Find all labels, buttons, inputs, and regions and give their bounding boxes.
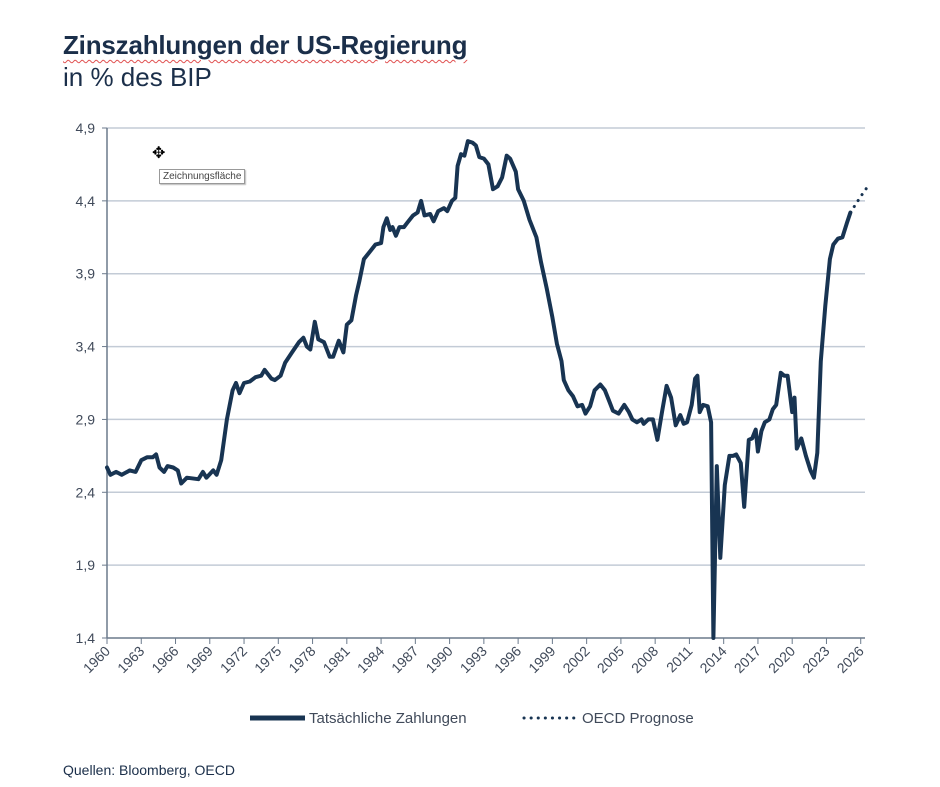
tooltip: Zeichnungsfläche bbox=[159, 169, 246, 184]
x-tick-label: 2026 bbox=[833, 643, 866, 676]
y-tick-label: 4,4 bbox=[76, 193, 96, 209]
source-note: Quellen: Bloomberg, OECD bbox=[63, 762, 235, 778]
x-tick-label: 1960 bbox=[80, 643, 113, 676]
x-tick-label: 2014 bbox=[696, 643, 729, 676]
x-tick-label: 1975 bbox=[251, 643, 284, 676]
x-tick-label: 1969 bbox=[183, 643, 216, 676]
x-tick-label: 1963 bbox=[114, 643, 147, 676]
move-cursor-icon: ✥ bbox=[152, 145, 166, 162]
x-tick-label: 1978 bbox=[285, 643, 318, 676]
y-tick-label: 3,9 bbox=[76, 266, 96, 282]
legend-label-actual: Tatsächliche Zahlungen bbox=[309, 710, 467, 727]
x-tick-label: 1966 bbox=[148, 643, 181, 676]
y-tick-label: 1,4 bbox=[76, 630, 96, 646]
x-tick-label: 1990 bbox=[422, 643, 455, 676]
x-tick-label: 1984 bbox=[354, 643, 387, 676]
x-tick-label: 1993 bbox=[457, 643, 490, 676]
y-tick-label: 2,9 bbox=[76, 411, 96, 427]
x-tick-label: 2002 bbox=[559, 643, 592, 676]
x-tick-label: 1981 bbox=[320, 643, 353, 676]
y-tick-label: 4,9 bbox=[76, 120, 96, 136]
chart-title: Zinszahlungen der US-Regierung bbox=[63, 30, 468, 60]
x-tick-label: 2023 bbox=[799, 643, 832, 676]
x-tick-label: 2011 bbox=[663, 643, 696, 676]
x-tick-label: 1987 bbox=[388, 643, 421, 676]
y-tick-label: 1,9 bbox=[76, 557, 96, 573]
x-tick-label: 1996 bbox=[491, 643, 524, 676]
x-tick-label: 2008 bbox=[628, 643, 661, 676]
y-tick-label: 2,4 bbox=[76, 484, 96, 500]
x-tick-label: 2005 bbox=[594, 643, 627, 676]
x-tick-label: 2017 bbox=[731, 643, 764, 676]
x-tick-label: 2020 bbox=[765, 643, 798, 676]
series-line-actual-payments bbox=[105, 139, 853, 640]
x-tick-label: 1999 bbox=[525, 643, 558, 676]
y-tick-label: 3,4 bbox=[76, 339, 96, 355]
series-line-oecd-prognose bbox=[848, 181, 872, 214]
chart-subtitle: in % des BIP bbox=[63, 62, 212, 92]
x-tick-label: 1972 bbox=[217, 643, 250, 676]
legend-label-prognose: OECD Prognose bbox=[582, 710, 694, 727]
